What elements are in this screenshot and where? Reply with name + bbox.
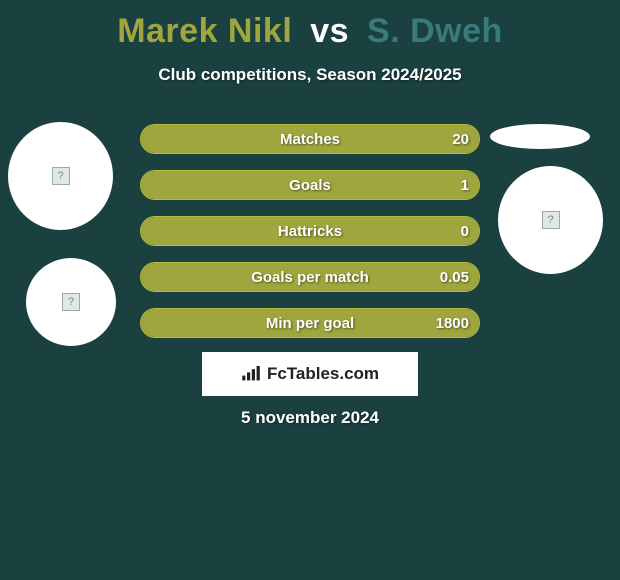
image-placeholder-icon: ? <box>542 211 560 229</box>
stat-row: Matches20 <box>140 124 480 154</box>
avatar-placeholder <box>490 124 590 149</box>
subtitle: Club competitions, Season 2024/2025 <box>0 65 620 85</box>
avatar-placeholder: ? <box>498 166 603 274</box>
logo-text: FcTables.com <box>267 364 379 384</box>
image-placeholder-icon: ? <box>62 293 80 311</box>
stat-value: 0 <box>461 217 469 247</box>
stat-label: Goals <box>141 171 479 201</box>
stat-row: Hattricks0 <box>140 216 480 246</box>
stat-label: Hattricks <box>141 217 479 247</box>
logo-box: FcTables.com <box>202 352 418 396</box>
avatar-placeholder: ? <box>26 258 116 346</box>
stat-label: Goals per match <box>141 263 479 293</box>
vs-label: vs <box>310 12 349 50</box>
stat-value: 1800 <box>436 309 469 339</box>
stat-value: 1 <box>461 171 469 201</box>
stat-value: 0.05 <box>440 263 469 293</box>
stat-bars: Matches20 Goals1 Hattricks0 Goals per match… <box>140 124 480 354</box>
comparison-title: Marek Nikl vs S. Dweh <box>0 0 620 51</box>
stat-value: 20 <box>452 125 469 155</box>
stat-label: Min per goal <box>141 309 479 339</box>
date-label: 5 november 2024 <box>0 408 620 428</box>
image-placeholder-icon: ? <box>52 167 70 185</box>
bar-chart-icon <box>241 366 261 382</box>
stat-row: Goals1 <box>140 170 480 200</box>
stat-label: Matches <box>141 125 479 155</box>
avatar-placeholder: ? <box>8 122 113 230</box>
player2-name: S. Dweh <box>367 12 503 50</box>
stat-row: Min per goal1800 <box>140 308 480 338</box>
player1-name: Marek Nikl <box>117 12 292 50</box>
stat-row: Goals per match0.05 <box>140 262 480 292</box>
